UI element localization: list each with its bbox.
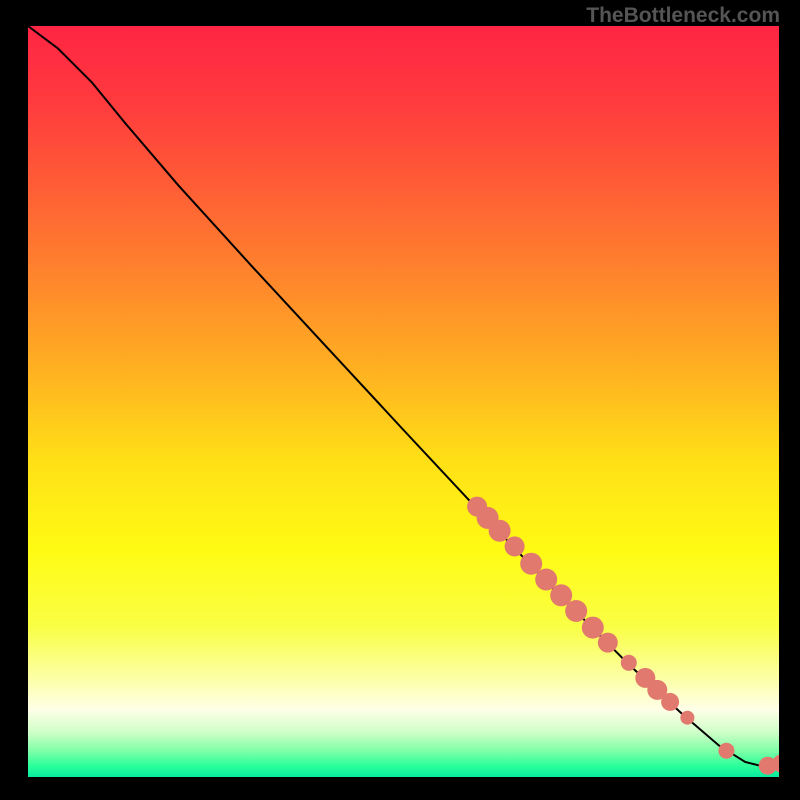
data-marker — [621, 655, 637, 671]
data-marker — [565, 600, 587, 622]
data-marker — [680, 711, 694, 725]
data-marker — [505, 536, 525, 556]
chart-plot-area — [28, 26, 779, 777]
gradient-background — [28, 26, 779, 777]
data-marker — [598, 633, 618, 653]
chart-svg — [28, 26, 779, 777]
data-marker — [718, 743, 734, 759]
data-marker — [489, 520, 511, 542]
watermark-text: TheBottleneck.com — [586, 4, 780, 28]
data-marker — [582, 617, 604, 639]
data-marker — [661, 693, 679, 711]
